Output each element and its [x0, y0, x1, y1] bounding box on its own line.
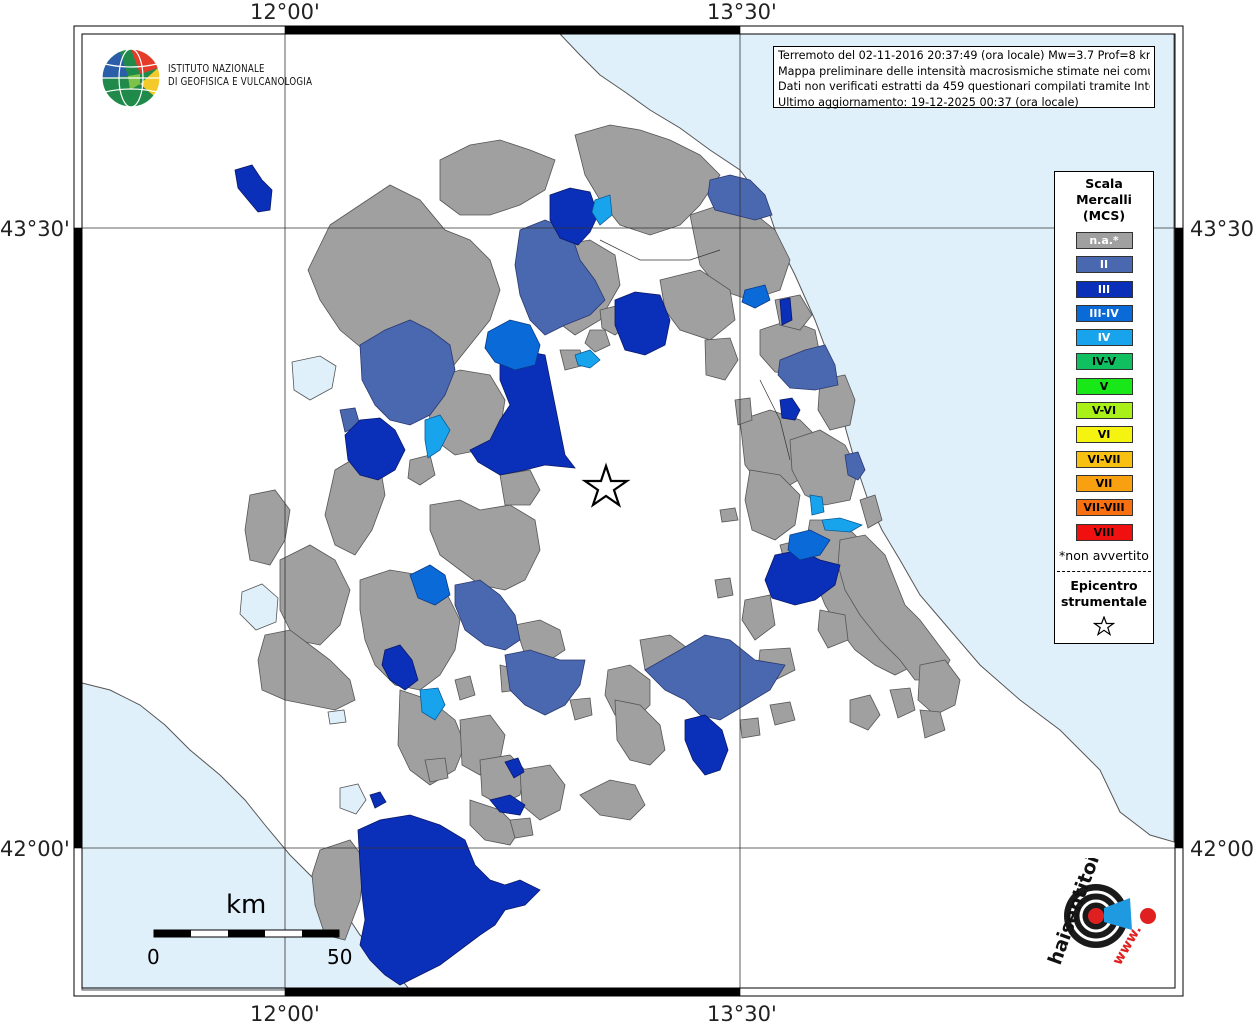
legend-star-icon [1093, 615, 1115, 636]
lon-label-bottom-13-30: 13°30' [707, 1002, 777, 1026]
earthquake-info-box: Terremoto del 02-11-2016 20:37:49 (ora l… [773, 46, 1155, 109]
lon-label-top-12: 12°00' [250, 0, 320, 24]
ingv-globe-logo [101, 48, 161, 108]
legend-epicenter-line-2: strumentale [1060, 593, 1148, 609]
legend-item: III [1075, 280, 1133, 298]
scale-unit: km [226, 890, 267, 920]
legend-note: *non avvertito [1059, 547, 1149, 563]
legend-title-line-3: (MCS) [1082, 208, 1126, 223]
epicenter-star-icon [581, 462, 631, 508]
lon-label-top-13-30: 13°30' [707, 0, 777, 24]
graticule [74, 26, 1183, 996]
info-line-event: Terremoto del 02-11-2016 20:37:49 (ora l… [778, 49, 1150, 62]
legend-item: VII [1075, 474, 1133, 492]
institute-name: ISTITUTO NAZIONALE DI GEOFISICA E VULCAN… [168, 63, 312, 89]
legend-item: VIII [1075, 523, 1133, 541]
legend-title: Scala Mercalli (MCS) [1055, 176, 1153, 224]
institute-line-1: ISTITUTO NAZIONALE [168, 63, 265, 75]
lat-label-right-42: 42°00' [1190, 837, 1256, 861]
legend-epicenter-label: Epicentro strumentale [1055, 578, 1153, 610]
legend-item: VII-VIII [1075, 499, 1133, 517]
info-line-description: Mappa preliminare delle intensità macros… [778, 64, 1150, 78]
legend-item: V [1075, 377, 1133, 395]
legend-epicenter-line-1: Epicentro [1070, 577, 1138, 593]
lon-label-bottom-12: 12°00' [250, 1002, 320, 1026]
lat-label-right-43-30: 43°30' [1190, 217, 1256, 241]
municipalities-ii [339, 174, 866, 721]
institute-line-2: DI GEOFISICA E VULCANOLOGIA [168, 76, 313, 88]
municipalities-iv [419, 194, 863, 721]
lat-label-left-42: 42°00' [0, 837, 70, 861]
map-frame [73, 25, 1184, 997]
legend-separator [1057, 570, 1151, 572]
boundaries [599, 239, 791, 461]
info-line-source: Dati non verificati estratti da 459 ques… [778, 80, 1150, 94]
lat-label-left-43-30: 43°30' [0, 217, 70, 241]
legend-item: VI-VII [1075, 450, 1133, 468]
scale-start: 0 [147, 945, 160, 969]
legend-item: II [1075, 256, 1133, 274]
scale-bar [153, 929, 340, 938]
legend-item: n.a.* [1075, 232, 1133, 249]
legend-item: VI [1075, 426, 1133, 444]
info-line-updated: Ultimo aggiornamento: 19-12-2025 00:37 (… [778, 95, 1079, 109]
scale-end: 50 [327, 945, 353, 969]
legend-item: IV-V [1075, 353, 1133, 371]
legend-title-line-1: Scala [1085, 176, 1123, 191]
legend-item: V-VI [1075, 402, 1133, 420]
haisentito-logo: haisentitoilterremoto.it www. [1044, 858, 1156, 968]
municipalities-iii-iv [409, 284, 831, 606]
legend-title-line-2: Mercalli [1076, 192, 1132, 207]
legend-item: III-IV [1075, 304, 1133, 322]
municipalities-iii [234, 164, 841, 986]
legend-item: IV [1075, 329, 1133, 347]
mcs-legend: Scala Mercalli (MCS) n.a.* II III III-IV IV I… [1054, 171, 1154, 644]
legend-items: n.a.* II III III-IV IV IV-V V V-VI VI VI-VII VII VI… [1055, 232, 1153, 541]
